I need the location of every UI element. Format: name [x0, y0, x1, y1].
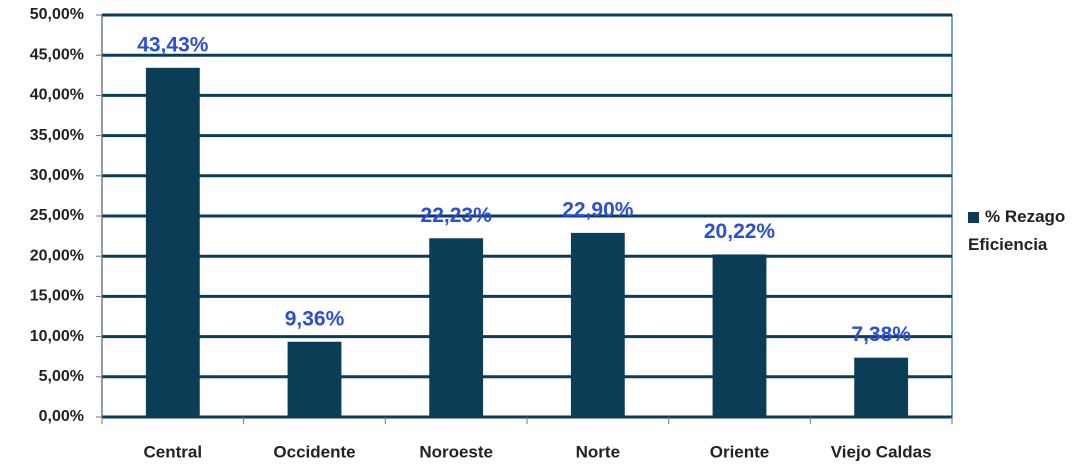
legend: % Rezago Eficiencia: [968, 203, 1078, 259]
bar: [429, 238, 484, 417]
y-tick-label: 0,00%: [39, 408, 84, 425]
data-label: 22,90%: [562, 198, 634, 221]
y-tick-label: 10,00%: [30, 328, 84, 345]
x-tick-label: Occidente: [273, 442, 355, 461]
legend-swatch: [968, 212, 979, 224]
y-tick-label: 50,00%: [30, 6, 84, 23]
y-tick-label: 15,00%: [30, 288, 84, 305]
y-tick-label: 45,00%: [30, 46, 84, 63]
data-label: 22,23%: [421, 204, 493, 227]
x-tick-label: Viejo Caldas: [831, 442, 932, 461]
y-tick-label: 30,00%: [30, 167, 84, 184]
bar: [570, 232, 625, 417]
y-tick-label: 25,00%: [30, 207, 84, 224]
bar: [145, 67, 200, 417]
legend-label: % Rezago Eficiencia: [968, 207, 1066, 254]
bar: [712, 254, 767, 417]
y-tick-label: 5,00%: [39, 368, 84, 385]
data-label: 7,38%: [851, 323, 911, 346]
x-tick-label: Norte: [576, 442, 620, 461]
x-tick-label: Noroeste: [419, 442, 493, 461]
bar: [287, 341, 342, 417]
bar: [854, 357, 909, 417]
y-tick-label: 35,00%: [30, 127, 84, 144]
x-tick-label: Oriente: [710, 442, 770, 461]
y-tick-label: 40,00%: [30, 87, 84, 104]
x-tick-label: Central: [144, 442, 203, 461]
data-label: 9,36%: [285, 307, 345, 330]
y-tick-label: 20,00%: [30, 247, 84, 264]
data-label: 20,22%: [704, 220, 776, 243]
data-label: 43,43%: [137, 33, 209, 56]
